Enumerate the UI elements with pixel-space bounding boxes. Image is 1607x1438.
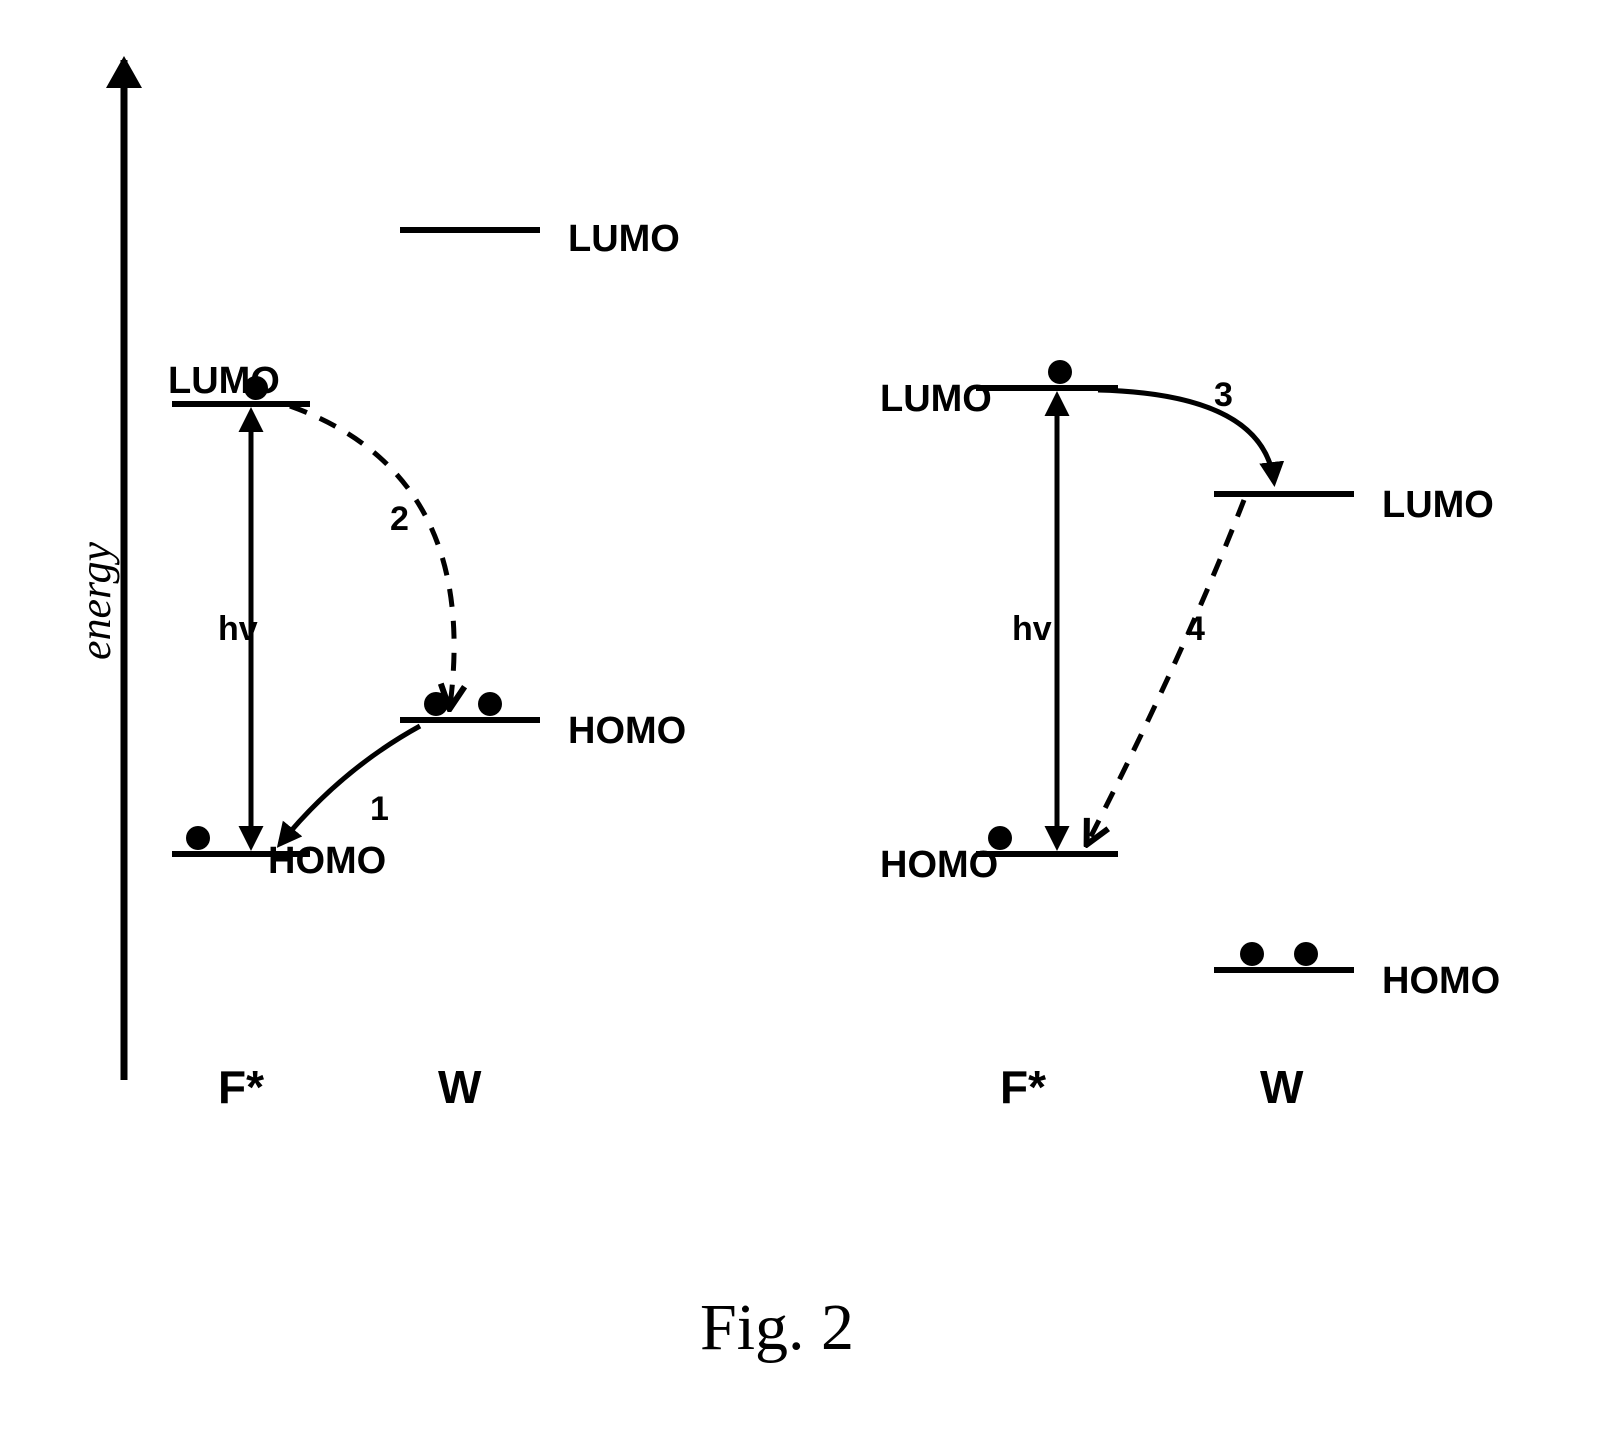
transition-label: 3 — [1214, 376, 1233, 415]
lumo-label: LUMO — [168, 360, 280, 403]
homo-label: HOMO — [568, 710, 686, 753]
transition-label: 1 — [370, 790, 389, 829]
transition-label: 4 — [1186, 610, 1205, 649]
energy-diagram: energy LUMO HOMO LUMO HOMO hv F* W 1 2 LUMO HOMO LUM… — [0, 0, 1607, 1438]
transition-label: 2 — [390, 500, 409, 539]
lumo-label: LUMO — [568, 218, 680, 261]
figure-caption: Fig. 2 — [700, 1290, 854, 1366]
lumo-label: LUMO — [1382, 484, 1494, 527]
homo-label: HOMO — [1382, 960, 1500, 1003]
hv-label: hv — [1012, 610, 1052, 649]
diagram-svg — [0, 0, 1607, 1438]
hv-label: hv — [218, 610, 258, 649]
species-f-label: F* — [1000, 1060, 1046, 1114]
species-f-label: F* — [218, 1060, 264, 1114]
lumo-label: LUMO — [880, 378, 992, 421]
species-w-label: W — [438, 1060, 481, 1114]
homo-label: HOMO — [268, 840, 386, 883]
energy-axis-label: energy — [70, 542, 121, 660]
species-w-label: W — [1260, 1060, 1303, 1114]
homo-label: HOMO — [880, 844, 998, 887]
